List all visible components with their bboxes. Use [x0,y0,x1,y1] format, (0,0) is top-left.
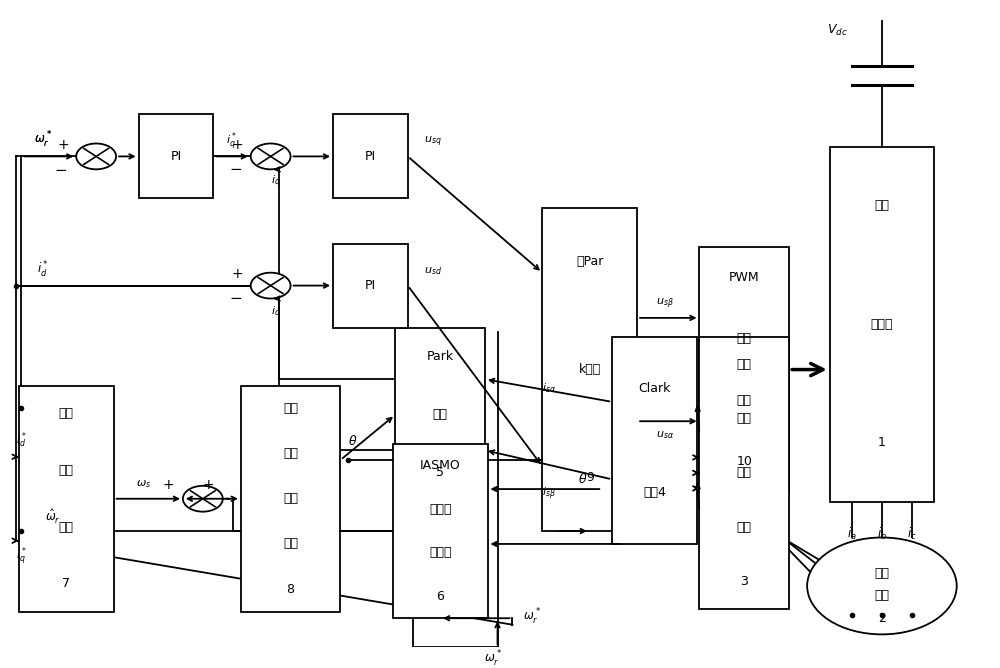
Text: 1: 1 [878,436,886,450]
Text: $\omega_r^*$: $\omega_r^*$ [34,130,52,150]
Text: PI: PI [365,150,376,163]
Text: 三相: 三相 [874,200,889,212]
Text: 转速估: 转速估 [429,503,451,516]
Text: 角度: 角度 [283,447,298,460]
Text: +: + [232,267,244,281]
Text: 电流: 电流 [737,358,752,371]
Text: $u_{sq}$: $u_{sq}$ [424,135,442,150]
Text: 模块: 模块 [59,520,74,534]
Bar [19,385,114,612]
Circle shape [807,538,957,635]
Text: 电机: 电机 [874,589,889,602]
Text: 6: 6 [436,590,444,603]
Circle shape [251,144,291,169]
Text: 3: 3 [740,575,748,588]
Bar [699,337,789,609]
Text: 变换: 变换 [433,408,448,422]
Text: $u_{s\beta}$: $u_{s\beta}$ [656,297,674,311]
Text: −: − [55,163,68,178]
Text: 计模块: 计模块 [429,546,451,559]
Text: $\hat{\omega}_r$: $\hat{\omega}_r$ [45,508,61,526]
Text: $i_d^*$: $i_d^*$ [16,431,27,450]
Bar [241,385,340,612]
Text: Clark: Clark [638,383,671,395]
Bar [139,114,213,198]
Bar [393,444,488,619]
Text: PI: PI [170,150,181,163]
Text: $\omega_r^*$: $\omega_r^*$ [34,130,52,150]
Circle shape [251,273,291,299]
Bar [830,147,934,502]
Text: IASMO: IASMO [420,459,461,472]
Text: 8: 8 [287,582,295,596]
Text: 逆变器: 逆变器 [871,318,893,331]
Text: 发生: 发生 [737,333,752,345]
Text: $i_q$: $i_q$ [271,174,280,190]
Text: 2: 2 [878,612,886,625]
Text: 模块: 模块 [737,393,752,407]
Bar [333,114,408,198]
Text: $i_d$: $i_d$ [271,305,281,319]
Text: $i_{s\beta}$: $i_{s\beta}$ [542,486,556,502]
Text: 计算: 计算 [59,464,74,477]
Text: 7: 7 [62,577,70,590]
Bar [699,247,789,492]
Text: PWM: PWM [729,271,760,284]
Text: $i_c$: $i_c$ [907,526,917,542]
Text: 变换4: 变换4 [643,486,666,499]
Text: 信号: 信号 [737,412,752,425]
Text: $\omega_r^*$: $\omega_r^*$ [484,649,502,668]
Text: +: + [232,138,244,152]
Text: $i_q^*$: $i_q^*$ [226,131,237,153]
Text: k变换: k变换 [579,363,601,376]
Circle shape [76,144,116,169]
Text: $i_a$: $i_a$ [847,526,857,542]
Text: 10: 10 [736,455,752,468]
Text: 5: 5 [436,466,444,480]
Circle shape [183,486,223,512]
Text: Park: Park [427,350,454,363]
Text: $u_{s\alpha}$: $u_{s\alpha}$ [656,430,674,442]
Text: 检测: 检测 [737,466,752,480]
Bar [542,208,637,531]
Text: −: − [229,291,242,306]
Text: 转差: 转差 [59,407,74,420]
Bar [395,327,485,502]
Text: +: + [202,478,214,492]
Text: 反Par: 反Par [576,255,603,269]
Text: +: + [162,478,174,492]
Text: $u_{sd}$: $u_{sd}$ [424,265,442,277]
Text: $V_{dc}$: $V_{dc}$ [827,23,847,38]
Text: $i_b$: $i_b$ [877,526,887,542]
Text: $i_q^*$: $i_q^*$ [16,546,27,568]
Bar [612,337,697,544]
Text: $\theta$: $\theta$ [348,434,357,448]
Text: 计算: 计算 [283,492,298,505]
Text: PI: PI [365,279,376,292]
Text: +: + [57,138,69,152]
Text: 9: 9 [586,471,594,484]
Text: $\theta$: $\theta$ [578,472,587,486]
Text: $\omega_s$: $\omega_s$ [136,479,151,490]
Text: 旋转: 旋转 [283,402,298,415]
Text: −: − [229,162,242,177]
Text: $\omega_r^*$: $\omega_r^*$ [523,607,541,627]
Text: $i_d^*$: $i_d^*$ [37,259,49,279]
Text: 电路: 电路 [737,520,752,534]
Text: 模块: 模块 [283,538,298,550]
Bar [333,244,408,327]
Text: $i_{s\alpha}$: $i_{s\alpha}$ [542,381,556,395]
Text: 异步: 异步 [874,566,889,580]
